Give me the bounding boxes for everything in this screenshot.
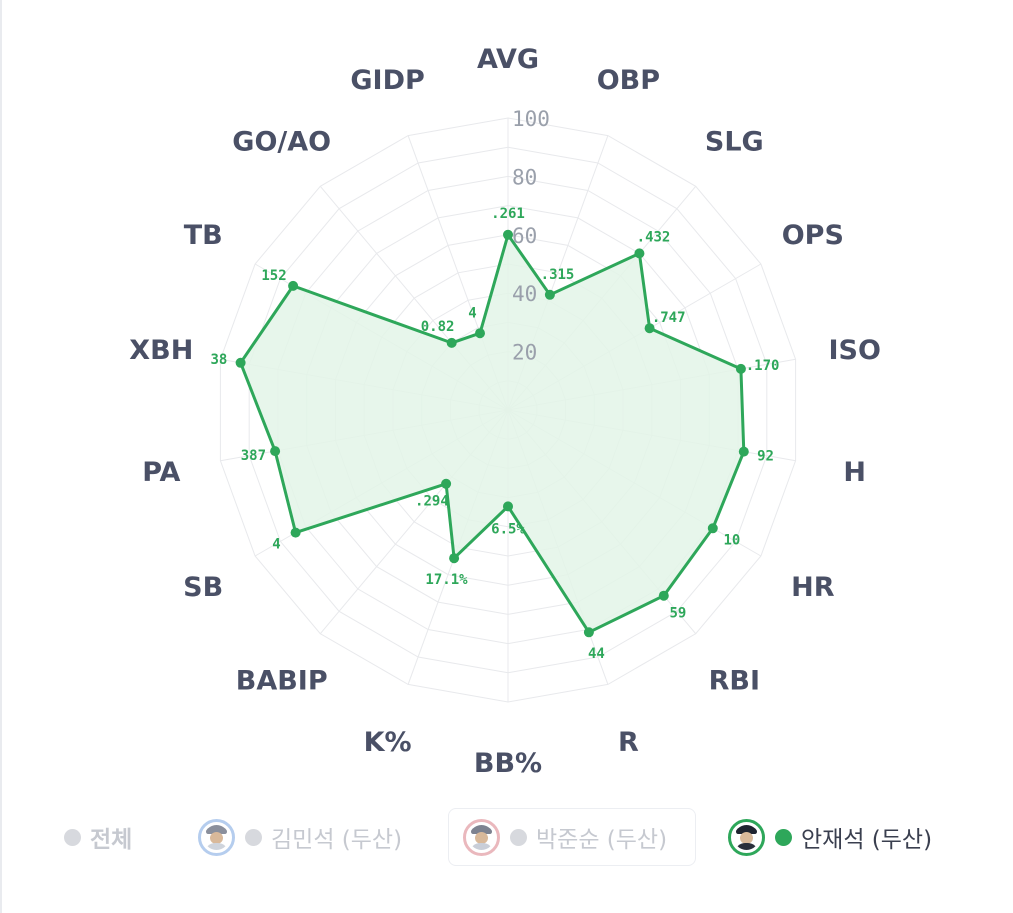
axis-label: OBP [597,65,660,96]
legend-label: 안재석 (두산) [801,827,933,853]
player-avatar [463,818,500,856]
radial-tick-label: 60 [512,224,537,248]
data-point[interactable] [270,446,281,457]
data-point[interactable] [707,523,718,534]
data-value-label: 38 [210,352,227,368]
series-area [240,234,744,633]
axis-label: OPS [782,220,844,251]
data-value-label: .261 [491,206,525,222]
legend: 전체 김민석 (두산) 박준순 (두산) 안재석 (두산) [0,808,1013,868]
radar-chart: 20 40 60 80 100 AVG OBP SLG OPS ISO H HR RBI R BB% K% B… [129,44,881,779]
panel-left-border [0,0,2,913]
legend-label: 박준순 (두산) [536,827,668,853]
axis-label: PA [142,457,180,488]
legend-item-ahn-jaeseok[interactable]: 안재석 (두산) [728,808,932,866]
data-point[interactable] [446,337,457,348]
axis-label: BABIP [236,666,328,697]
legend-item-all[interactable]: 전체 [64,808,132,866]
radial-tick-label: 100 [512,107,550,131]
data-value-label: 92 [757,448,774,464]
data-value-label: 17.1% [425,572,468,588]
data-point[interactable] [288,280,299,291]
axis-label: TB [184,220,223,251]
axis-label: AVG [477,44,539,75]
data-point[interactable] [738,446,749,457]
data-point[interactable] [735,363,746,374]
axis-label: GO/AO [232,126,331,157]
radar-series [235,229,749,638]
data-value-label: 10 [723,532,740,548]
data-point[interactable] [449,553,460,564]
radial-tick-label: 80 [512,165,537,189]
axis-label: GIDP [350,65,424,96]
legend-dot [64,828,81,846]
data-point[interactable] [658,590,669,601]
legend-item-kim-minseok[interactable]: 김민석 (두산) [198,808,402,866]
axis-label: SB [183,572,223,603]
radial-tick-label: 40 [512,282,537,306]
axis-label: H [843,457,866,488]
data-value-label: .315 [541,267,575,283]
legend-item-park-junsoon[interactable]: 박준순 (두산) [448,808,696,866]
data-point[interactable] [441,478,452,489]
data-point[interactable] [644,323,655,334]
player-avatar [728,818,765,856]
data-value-label: 4 [468,306,476,322]
radial-tick-label: 20 [512,341,537,365]
value-labels: .261.315.432.747.170921059446.5%17.1%.29… [210,206,779,662]
axis-labels: AVG OBP SLG OPS ISO H HR RBI R BB% K% BABIP SB PA XBH T… [129,44,881,779]
axis-label: BB% [474,748,542,779]
data-value-label: .432 [637,230,671,246]
legend-label: 전체 [90,827,133,853]
data-point[interactable] [235,357,246,368]
data-value-label: 6.5% [491,521,525,537]
axis-label: RBI [709,666,760,697]
data-point[interactable] [290,527,301,538]
axis-label: HR [791,572,835,603]
radial-tick-labels: 20 40 60 80 100 [512,107,550,365]
data-point[interactable] [503,501,513,512]
legend-dot [245,828,262,846]
data-point[interactable] [583,627,594,638]
legend-dot [775,828,792,846]
data-point[interactable] [503,229,513,240]
legend-dot [510,828,527,846]
data-value-label: 0.82 [421,319,455,335]
axis-label: XBH [129,335,193,366]
axis-label: ISO [828,335,880,366]
data-point[interactable] [544,289,555,300]
legend-label: 김민석 (두산) [271,827,403,853]
data-value-label: .747 [652,310,686,326]
data-value-label: .294 [415,494,449,510]
data-value-label: 59 [669,606,686,622]
data-value-label: 44 [588,646,605,662]
axis-label: K% [364,727,412,758]
axis-label: R [618,727,639,758]
data-point[interactable] [634,248,645,259]
data-point[interactable] [475,328,485,339]
player-avatar [198,818,235,856]
data-value-label: .170 [746,358,780,374]
data-value-label: 152 [261,268,286,284]
data-value-label: 387 [241,448,266,464]
data-value-label: 4 [272,537,280,553]
axis-label: SLG [705,126,764,157]
